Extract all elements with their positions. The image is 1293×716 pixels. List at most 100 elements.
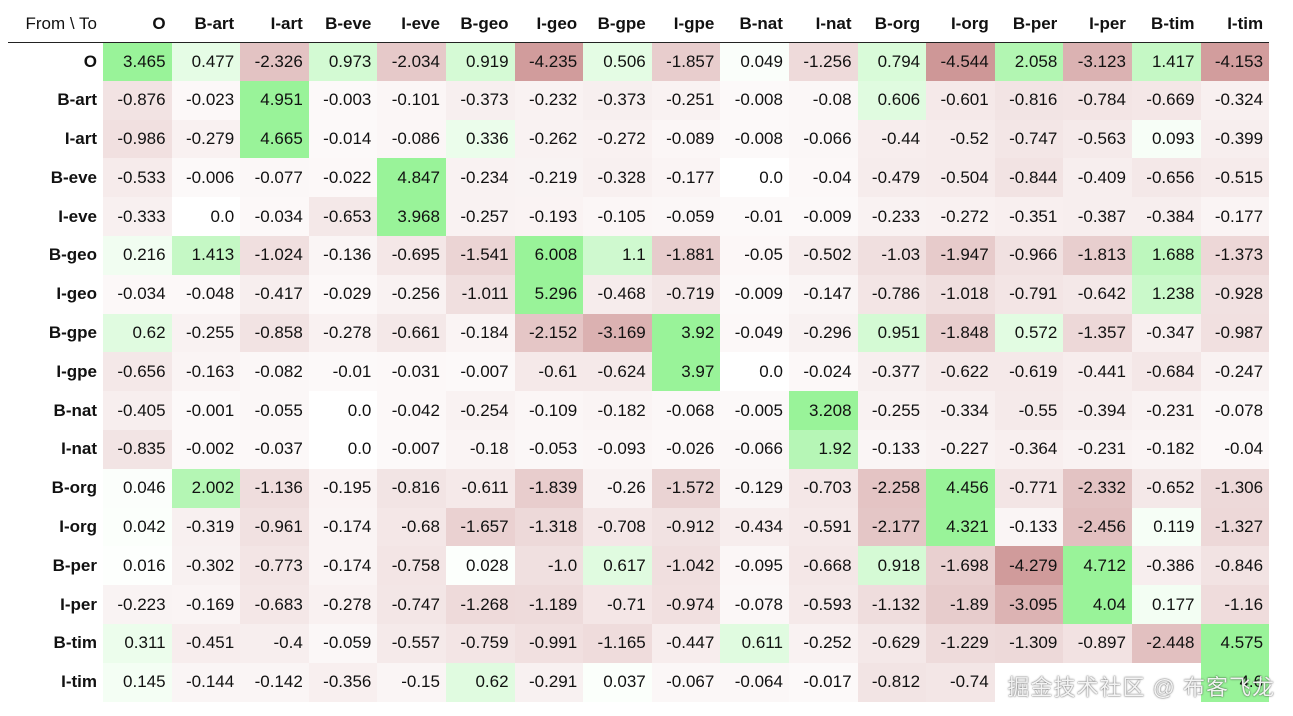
matrix-cell: -0.223 [103, 585, 172, 624]
matrix-cell: -0.71 [583, 585, 652, 624]
matrix-cell: -0.182 [1131, 429, 1201, 469]
row-header: O [83, 51, 97, 71]
matrix-cell: -0.195 [308, 468, 378, 508]
matrix-cell: -0.74 [926, 662, 995, 702]
transition-matrix-table: From \ To O B-art I-art B-eve I-eve B-geo I-ge… [8, 6, 1270, 702]
matrix-cell: -0.247 [1200, 352, 1270, 392]
matrix-cell: -1.0 [514, 546, 584, 586]
matrix-cell: -1.698 [926, 546, 995, 586]
matrix-cell: -1.136 [240, 468, 309, 508]
matrix-cell: -0.008 [720, 80, 789, 120]
matrix-cell: 1.417 [1131, 42, 1201, 81]
matrix-cell: -1.541 [445, 235, 515, 275]
matrix-row: I-per -0.223 -0.169 -0.683 -0.278 -0.747 -1.26… [8, 585, 1270, 624]
matrix-cell: -0.622 [926, 352, 995, 392]
matrix-cell: 0.506 [583, 42, 652, 81]
matrix-cell: -0.227 [926, 429, 995, 469]
matrix-cell: -0.255 [171, 313, 241, 353]
matrix-cell: -0.373 [445, 80, 515, 120]
row-header: I-geo [56, 284, 97, 304]
matrix-cell: -0.703 [788, 468, 858, 508]
matrix-cell: -1.89 [926, 585, 995, 624]
matrix-cell: -3.169 [583, 313, 652, 353]
matrix-row: B-art -0.876 -0.023 4.951 -0.003 -0.101 -0.373… [8, 80, 1270, 120]
column-header: B-eve [308, 6, 378, 43]
matrix-cell: -0.791 [994, 274, 1064, 314]
column-header: B-nat [720, 6, 789, 43]
matrix-cell: -0.55 [994, 391, 1064, 430]
matrix-cell: -0.251 [651, 80, 721, 120]
matrix-row: B-geo 0.216 1.413 -1.024 -0.136 -0.695 -1.541 6… [8, 235, 1270, 275]
matrix-cell: -0.233 [857, 197, 927, 236]
matrix-row: B-tim 0.311 -0.451 -0.4 -0.059 -0.557 -0.759 -0… [8, 623, 1270, 663]
matrix-cell: -4.544 [926, 42, 995, 81]
matrix-cell: -0.846 [1200, 546, 1270, 586]
matrix-cell: 0.145 [103, 662, 172, 702]
column-header: B-art [171, 6, 241, 43]
matrix-cell: 0.62 [103, 313, 172, 353]
matrix-cell: -0.007 [445, 352, 515, 392]
matrix-cell: -1.839 [514, 468, 584, 508]
column-header: I-geo [514, 6, 584, 43]
matrix-cell: -0.966 [994, 235, 1064, 275]
matrix-cell: -0.816 [994, 80, 1064, 120]
watermark: 掘金技术社区 @ 布客飞龙 [1007, 675, 1275, 700]
matrix-cell: 0.049 [720, 42, 789, 81]
matrix-cell: -0.01 [308, 352, 378, 392]
matrix-cell: 3.208 [788, 391, 858, 430]
matrix-cell: 0.951 [857, 313, 927, 353]
matrix-cell: -0.193 [514, 197, 584, 236]
matrix-cell: -1.256 [788, 42, 858, 81]
matrix-cell: -0.504 [926, 158, 995, 198]
matrix-row: I-eve -0.333 0.0 -0.034 -0.653 3.968 -0.257 -0.… [8, 197, 1270, 236]
matrix-cell: -1.268 [445, 585, 515, 624]
matrix-cell: -0.067 [651, 662, 721, 702]
matrix-cell: -0.897 [1063, 623, 1132, 663]
matrix-cell: -0.302 [171, 546, 241, 586]
column-header: I-gpe [651, 6, 721, 43]
matrix-cell: -1.306 [1200, 468, 1270, 508]
corner-label: From \ To [8, 6, 103, 43]
matrix-cell: 1.413 [171, 235, 241, 275]
matrix-cell: -0.533 [103, 158, 172, 198]
matrix-cell: -0.082 [240, 352, 309, 392]
matrix-cell: -1.024 [240, 235, 309, 275]
matrix-cell: -0.961 [240, 507, 309, 547]
matrix-cell: -0.835 [103, 429, 172, 469]
matrix-cell: -2.258 [857, 468, 927, 508]
matrix-cell: -0.417 [240, 274, 309, 314]
matrix-cell: 0.606 [857, 80, 927, 120]
matrix-cell: -1.572 [651, 468, 721, 508]
matrix-cell: -0.064 [720, 662, 789, 702]
matrix-cell: -0.319 [171, 507, 241, 547]
row-header: B-tim [53, 633, 97, 653]
matrix-cell: -0.986 [103, 119, 172, 159]
matrix-cell: 0.0 [347, 400, 372, 420]
matrix-cell: -0.468 [583, 274, 652, 314]
matrix-cell: 2.002 [171, 468, 241, 508]
matrix-cell: -0.451 [171, 623, 241, 663]
matrix-cell: -0.991 [514, 623, 584, 663]
matrix-cell: -0.133 [994, 507, 1064, 547]
matrix-cell: -0.747 [994, 119, 1064, 159]
column-header: I-eve [377, 6, 446, 43]
matrix-cell: -1.813 [1063, 235, 1132, 275]
matrix-cell: 0.119 [1131, 507, 1201, 547]
matrix-cell: -1.657 [445, 507, 515, 547]
matrix-cell: -0.031 [377, 352, 446, 392]
column-header: O [103, 6, 172, 43]
matrix-cell: -0.147 [788, 274, 858, 314]
matrix-cell: 0.016 [103, 546, 172, 586]
matrix-cell: -0.029 [308, 274, 378, 314]
matrix-cell: -0.441 [1063, 352, 1132, 392]
matrix-cell: -3.123 [1063, 42, 1132, 81]
matrix-cell: 4.665 [240, 119, 309, 159]
matrix-cell: -0.109 [514, 391, 584, 430]
column-header: I-art [240, 6, 309, 43]
matrix-cell: -0.974 [651, 585, 721, 624]
matrix-cell: -0.771 [994, 468, 1064, 508]
row-header: B-nat [53, 400, 97, 420]
matrix-cell: -0.005 [720, 391, 789, 430]
matrix-cell: -0.006 [171, 158, 241, 198]
matrix-cell: -0.231 [1131, 391, 1201, 430]
